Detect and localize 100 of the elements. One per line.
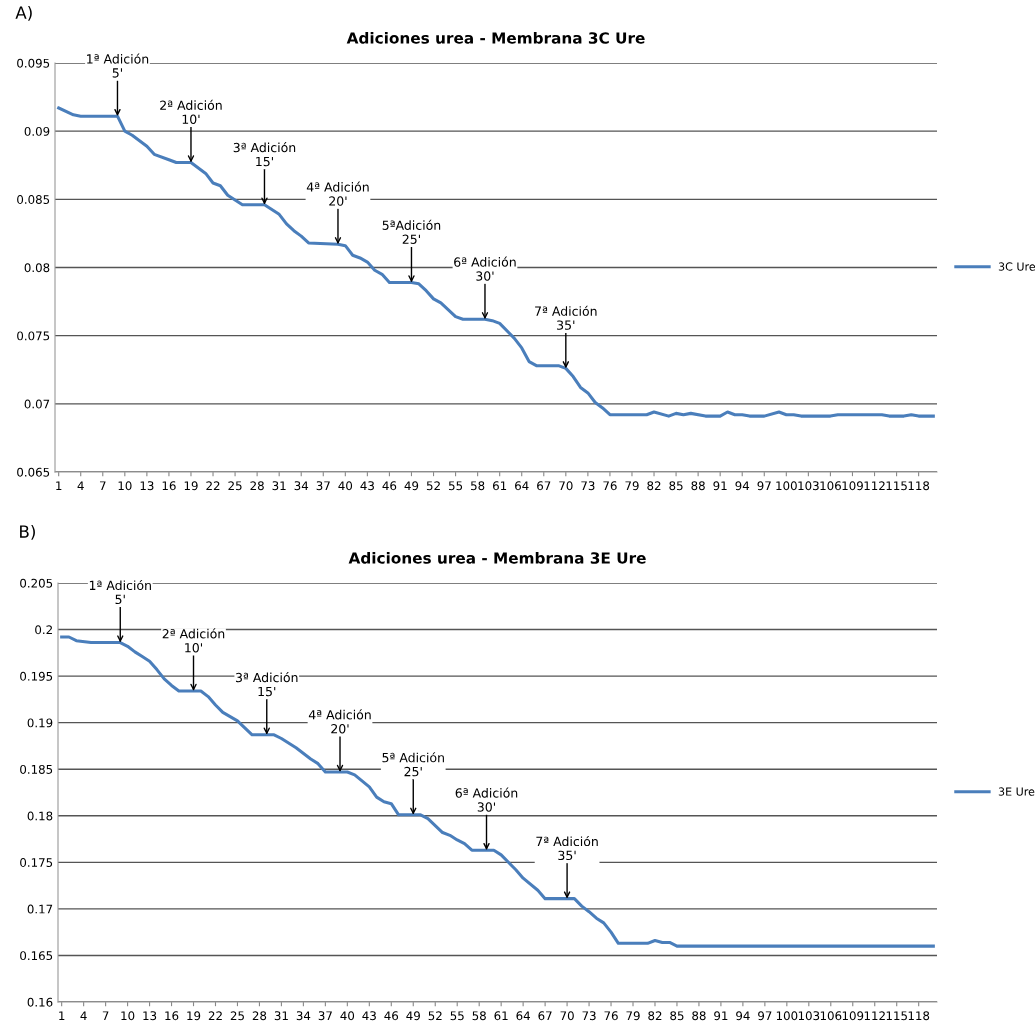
x-tick-label: 61 <box>492 481 507 491</box>
annotation: 5ªAdición 25' <box>382 219 441 244</box>
x-tick-label: 49 <box>404 481 419 491</box>
x-tick-label: 85 <box>670 1011 684 1021</box>
x-tick-label: 37 <box>316 481 330 491</box>
x-tick-label: 43 <box>362 1011 376 1021</box>
x-tick-label: 64 <box>516 1011 530 1021</box>
x-tick-label: 91 <box>714 1011 728 1021</box>
y-tick-label: 0.185 <box>20 764 53 774</box>
x-tick-label: 55 <box>450 1011 464 1021</box>
x-tick-label: 28 <box>250 481 264 491</box>
x-tick-label: 52 <box>428 1011 442 1021</box>
annotation: 3ª Adición 15' <box>233 142 296 167</box>
x-tick-label: 88 <box>691 481 705 491</box>
x-tick-label: 31 <box>274 1011 288 1021</box>
x-tick-label: 76 <box>603 481 617 491</box>
x-tick-label: 73 <box>581 481 595 491</box>
y-tick-label: 0.165 <box>20 951 53 961</box>
y-tick-label: 0.17 <box>27 904 53 914</box>
x-tick-label: 7 <box>99 481 106 490</box>
x-tick-label: 67 <box>537 481 551 491</box>
x-tick-label: 13 <box>143 1011 157 1021</box>
x-tick-label: 91 <box>713 481 727 491</box>
y-tick-label: 0.07 <box>24 399 50 409</box>
y-tick-label: 0.205 <box>20 578 53 588</box>
x-tick-label: 34 <box>296 1011 311 1021</box>
annotation: 2ª Adición 10' <box>162 628 225 653</box>
x-tick-label: 4 <box>77 481 84 490</box>
x-tick-label: 16 <box>165 1011 179 1021</box>
x-tick-label: 70 <box>560 1011 574 1021</box>
x-tick-label: 76 <box>604 1011 618 1021</box>
x-tick-label: 88 <box>692 1011 706 1021</box>
x-tick-label: 106 <box>820 1011 842 1021</box>
x-tick-label: 100 <box>776 1011 798 1021</box>
x-tick-label: 31 <box>272 481 286 491</box>
x-tick-label: 94 <box>735 481 750 491</box>
y-tick-label: 0.195 <box>20 671 53 681</box>
x-tick-label: 7 <box>102 1011 109 1020</box>
x-tick-label: 79 <box>625 481 639 491</box>
x-tick-label: 67 <box>538 1011 552 1021</box>
x-tick-label: 4 <box>80 1011 87 1020</box>
annotation: 7ª Adición 35' <box>535 305 597 330</box>
x-tick-label: 22 <box>206 481 220 490</box>
annotation: 2ª Adición 10' <box>160 99 222 124</box>
annotation: 1ª Adición 5' <box>89 579 151 605</box>
x-tick-label: 115 <box>886 1011 907 1021</box>
x-tick-label: 16 <box>162 481 176 491</box>
x-tick-label: 1 <box>59 1011 65 1020</box>
x-tick-label: 103 <box>798 481 819 491</box>
x-tick-label: 64 <box>515 481 529 491</box>
x-tick-label: 37 <box>318 1011 332 1021</box>
y-tick-label: 0.075 <box>17 331 50 341</box>
legend-label: 3E Ure <box>998 787 1035 796</box>
x-tick-label: 10 <box>118 481 132 491</box>
x-tick-label: 19 <box>184 481 198 491</box>
annotation: 5ª Adición 25' <box>382 752 444 777</box>
x-tick-label: 85 <box>669 481 683 491</box>
y-tick-label: 0.18 <box>27 811 53 821</box>
x-tick-label: 106 <box>820 481 841 491</box>
y-tick-label: 0.175 <box>20 858 53 867</box>
x-tick-label: 13 <box>140 481 154 491</box>
x-tick-label: 118 <box>908 481 930 491</box>
x-tick-label: 25 <box>230 1011 244 1021</box>
annotation: 6ª Adición 30' <box>455 787 518 812</box>
y-tick-label: 0.08 <box>24 263 50 273</box>
x-tick-label: 115 <box>886 481 907 491</box>
y-tick-label: 0.16 <box>27 997 53 1007</box>
x-tick-label: 97 <box>758 1011 772 1021</box>
x-tick-label: 55 <box>448 481 463 491</box>
x-tick-label: 10 <box>121 1011 135 1021</box>
text: B) <box>20 524 35 540</box>
x-tick-label: 94 <box>736 1011 750 1021</box>
x-tick-label: 40 <box>340 1011 355 1021</box>
x-tick-label: 34 <box>294 481 309 491</box>
y-tick-label: 0.09 <box>24 126 50 136</box>
x-tick-label: 112 <box>864 481 885 490</box>
annotation: 1ª Adición 5' <box>87 53 149 78</box>
chart-title: Adiciones urea - Membrana 3E Ure <box>348 551 646 564</box>
y-tick-label: 0.065 <box>17 467 50 477</box>
x-tick-label: 46 <box>384 1011 399 1021</box>
y-tick-label: 0.085 <box>17 195 50 204</box>
chart-title: Adiciones urea - Membrana 3C Ure <box>346 31 645 44</box>
x-tick-label: 73 <box>582 1011 596 1021</box>
annotation: 6ª Adición 30' <box>454 256 516 281</box>
x-tick-label: 28 <box>252 1011 267 1021</box>
text: A) <box>15 5 32 21</box>
annotation: 4ª Adición 20' <box>308 709 371 734</box>
y-tick-label: 0.19 <box>27 718 53 728</box>
legend-label: 3C Ure <box>998 262 1035 271</box>
x-tick-label: 49 <box>406 1011 420 1021</box>
y-tick-label: 0.2 <box>35 625 52 635</box>
x-tick-label: 70 <box>559 481 573 491</box>
x-tick-label: 118 <box>908 1011 930 1021</box>
x-tick-label: 58 <box>471 481 485 491</box>
x-tick-label: 82 <box>647 481 661 491</box>
annotation: 7ª Adición 35' <box>536 835 598 861</box>
x-tick-label: 22 <box>208 1011 222 1020</box>
x-tick-label: 1 <box>56 481 62 490</box>
x-tick-label: 109 <box>842 1011 864 1021</box>
x-tick-label: 61 <box>494 1011 508 1021</box>
